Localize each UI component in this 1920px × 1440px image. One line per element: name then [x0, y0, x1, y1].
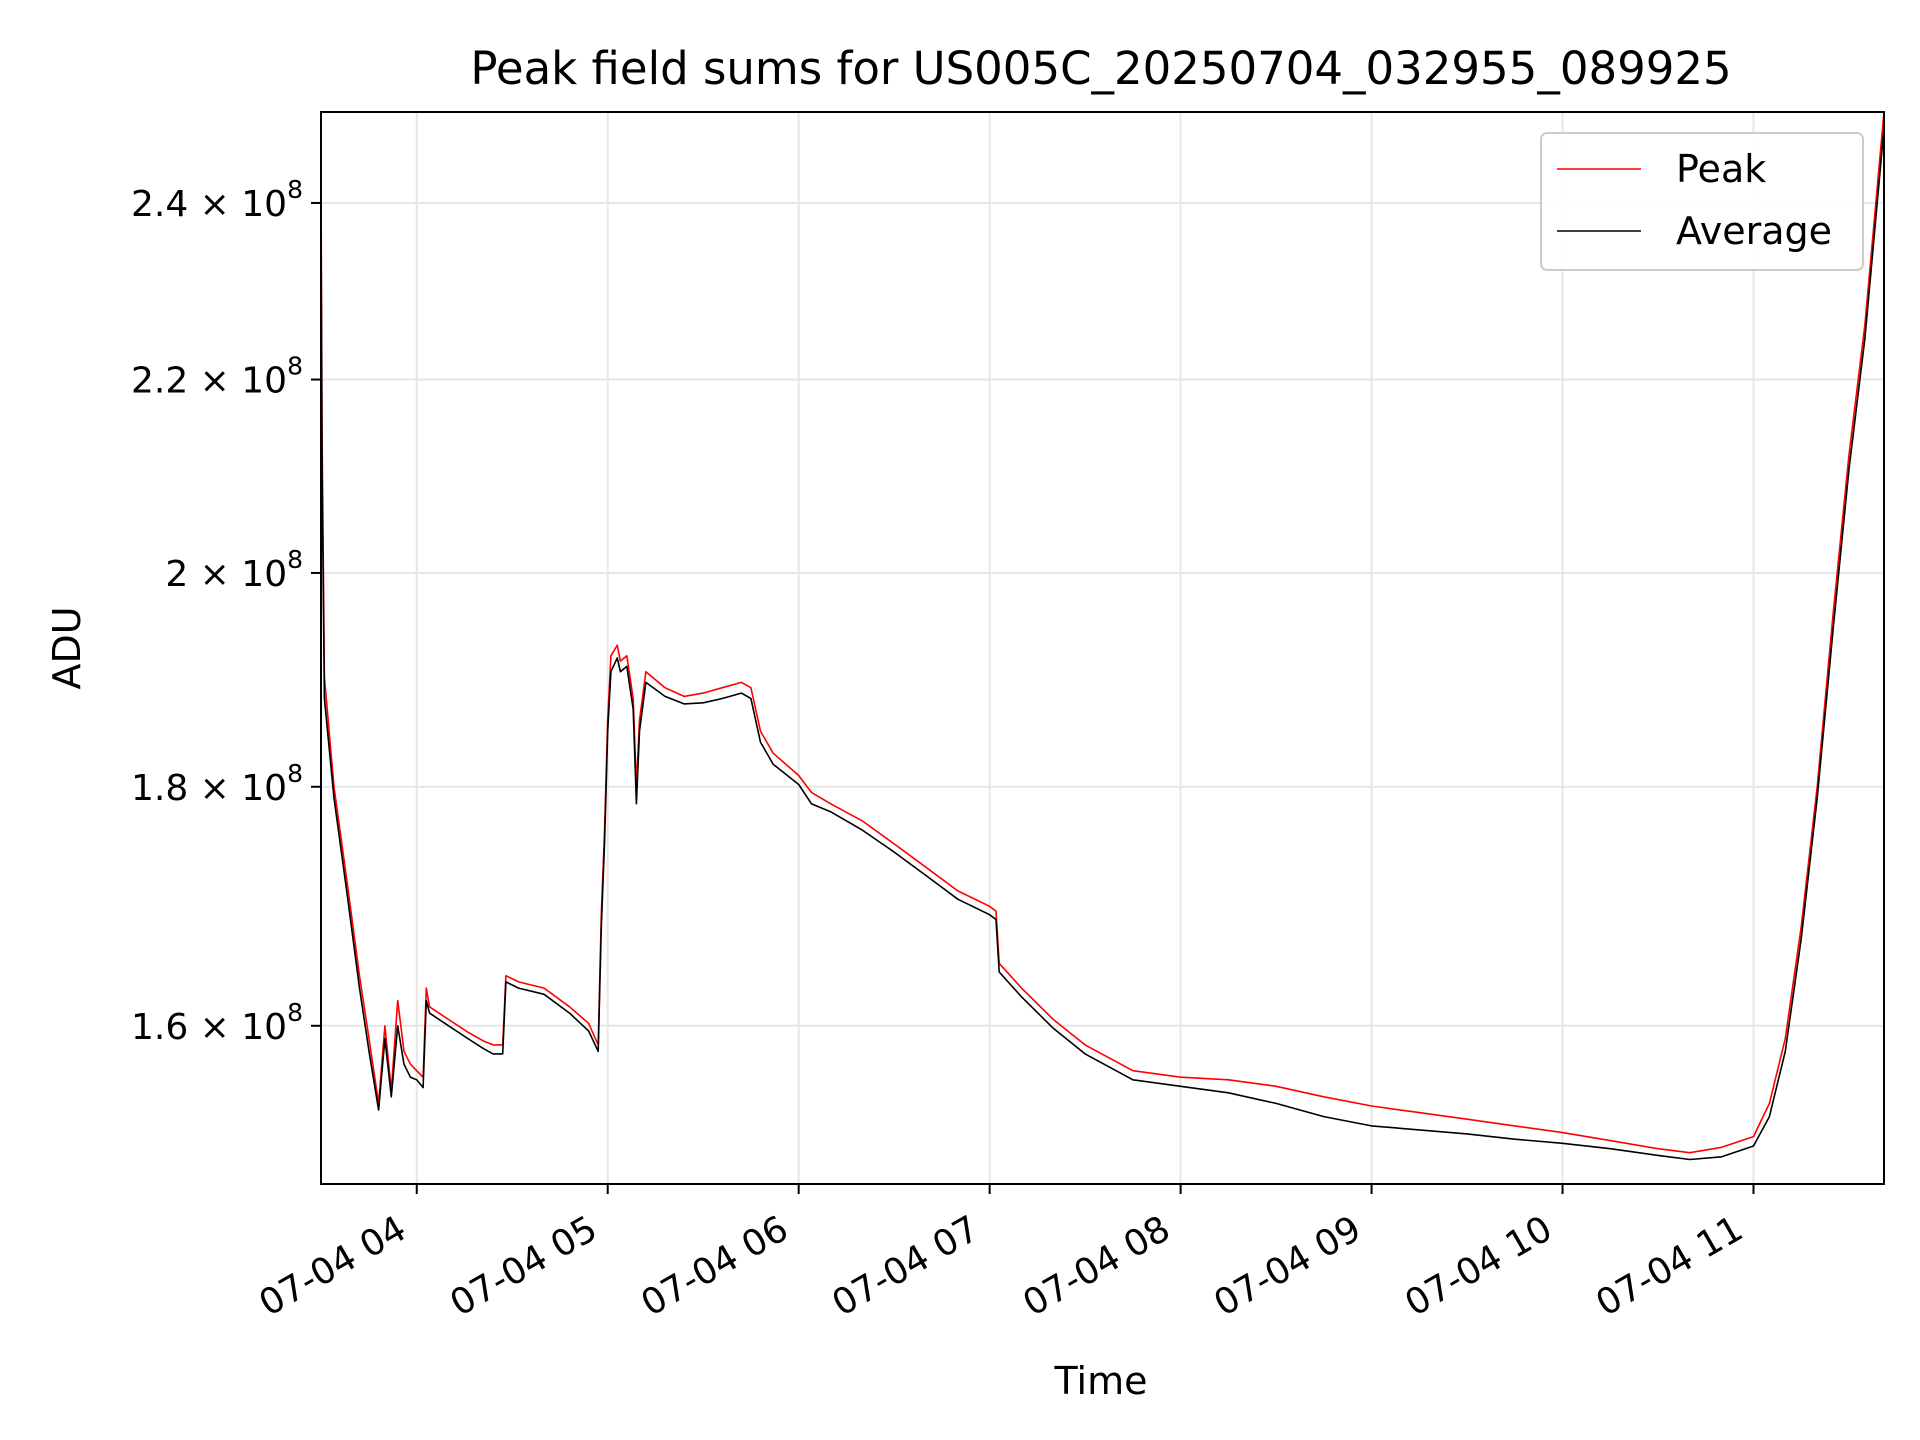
y-tick-label: 1.8 × 108 [131, 759, 303, 809]
chart-title: Peak field sums for US005C_20250704_0329… [470, 42, 1731, 95]
y-axis-label: ADU [45, 606, 89, 689]
grid [321, 112, 1884, 1184]
series-layer [320, 111, 1885, 1161]
series-line-peak [320, 111, 1885, 1154]
y-tick-label: 2 × 108 [165, 545, 303, 595]
legend-label-average: Average [1676, 209, 1832, 253]
legend-label-peak: Peak [1676, 147, 1766, 191]
y-tick-label: 2.4 × 108 [131, 175, 303, 225]
series-line-average [320, 128, 1885, 1161]
y-tick-label: 1.6 × 108 [131, 998, 303, 1048]
y-tick-label: 2.2 × 108 [131, 352, 303, 402]
x-axis-label: Time [1054, 1359, 1148, 1403]
plot-frame [320, 111, 1885, 1185]
legend: Peak Average [1540, 132, 1864, 271]
y-axis: 1.6 × 108 1.8 × 108 2 × 108 2.2 × 108 2.4 × … [131, 175, 321, 1048]
legend-box [1540, 132, 1864, 271]
